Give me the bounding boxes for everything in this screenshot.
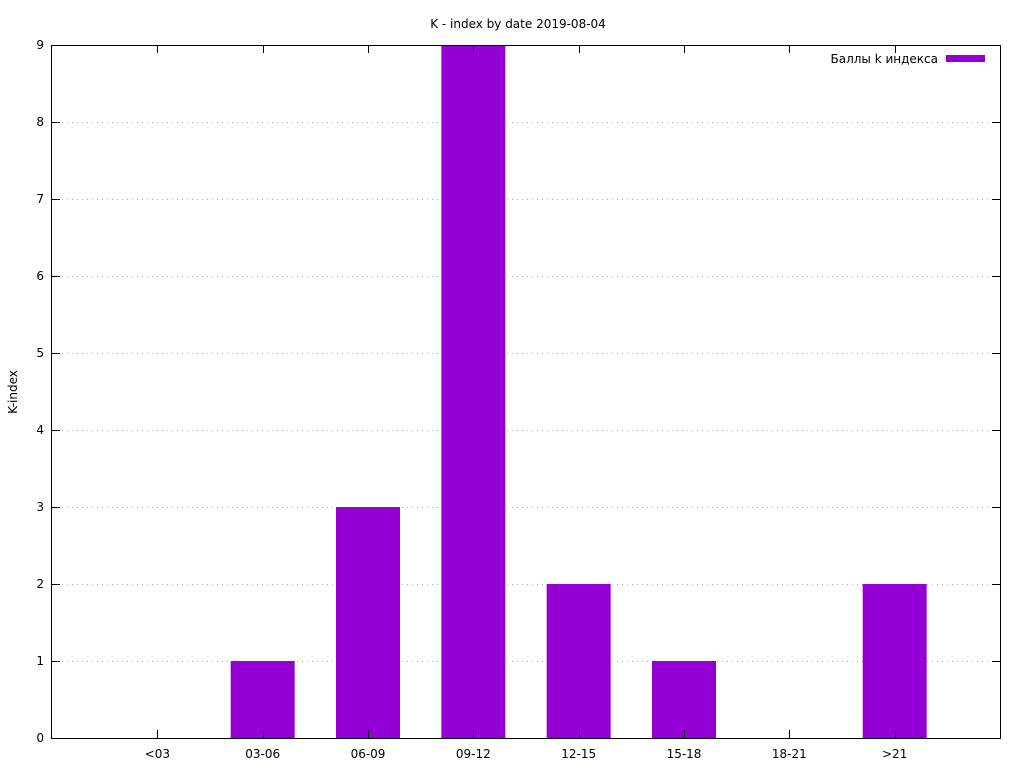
y-tick-label: 1 [36,654,44,668]
legend-label: Баллы k индекса [830,52,938,66]
axis-ticks [52,45,1000,739]
legend: Баллы k индекса [830,52,985,66]
bar->21 [862,584,927,738]
y-tick-label: 7 [36,192,44,206]
y-tick-label: 3 [36,500,44,514]
y-tick-label: 4 [36,423,44,437]
bar-12-15 [546,584,611,738]
plot-frame [51,45,1001,739]
chart-title: K - index by date 2019-08-04 [430,17,606,31]
y-tick-label: 2 [36,577,44,591]
y-tick-label: 5 [36,346,44,360]
x-tick-labels: <03 03-06 06-09 09-12 12-15 15-18 18-21 >21 [145,747,908,761]
x-tick-label: 06-09 [351,747,386,761]
y-axis-label: K-index [6,370,20,414]
legend-swatch [946,55,985,62]
y-tick-label: 6 [36,269,44,283]
bar-09-12 [441,45,506,738]
x-tick-label: <03 [145,747,170,761]
y-tick-labels: 0 1 2 3 4 5 6 7 8 9 [36,38,44,745]
y-tick-label: 9 [36,38,44,52]
bar-06-09 [336,507,400,738]
bar-15-18 [652,661,716,738]
x-tick-label: 18-21 [772,747,807,761]
x-tick-label: 03-06 [245,747,280,761]
x-tick-label: 12-15 [561,747,596,761]
y-tick-label: 0 [36,731,44,745]
grid-lines [52,122,1000,662]
x-tick-label: 15-18 [667,747,702,761]
x-tick-label: >21 [882,747,907,761]
bars [230,45,927,738]
x-tick-label: 09-12 [456,747,491,761]
y-tick-label: 8 [36,115,44,129]
bar-03-06 [230,661,295,738]
